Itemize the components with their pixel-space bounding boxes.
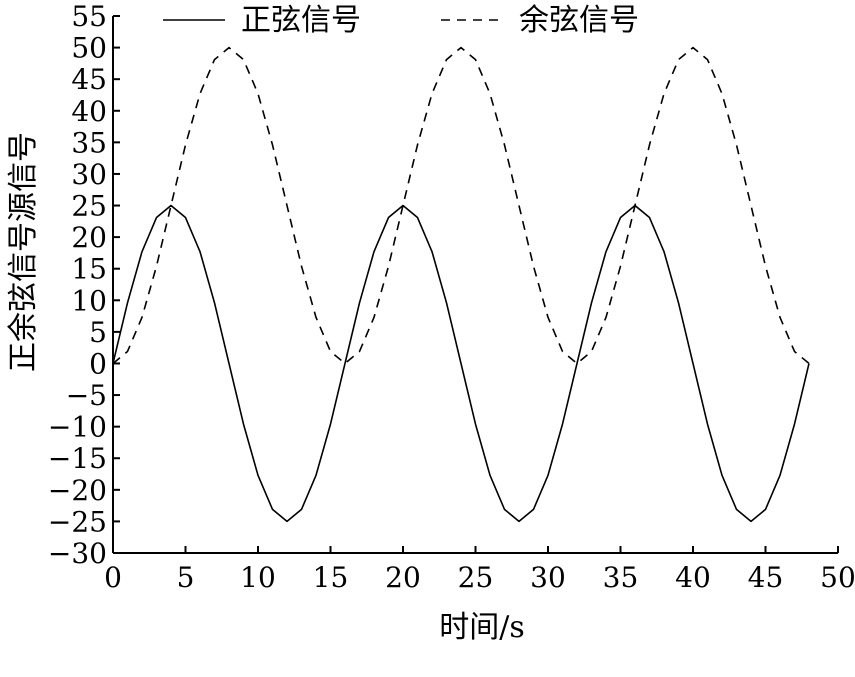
legend: 正弦信号 余弦信号 — [163, 3, 639, 38]
y-tick-label: 10 — [71, 284, 107, 317]
x-ticks: 0 5 10 15 20 25 30 35 40 45 50 — [104, 546, 855, 594]
legend-label-cosine: 余弦信号 — [519, 3, 639, 38]
x-tick-label: 25 — [458, 561, 494, 594]
y-tick-label: −15 — [48, 442, 107, 475]
y-tick-label: −30 — [48, 537, 107, 570]
legend-label-sine: 正弦信号 — [241, 3, 361, 38]
y-tick-label: 55 — [71, 0, 107, 33]
y-tick-label: 35 — [71, 126, 107, 159]
series-line-cosine — [112, 46, 810, 365]
x-tick-label: 0 — [104, 561, 122, 594]
plot-area — [112, 46, 810, 523]
x-tick-label: 20 — [385, 561, 421, 594]
x-tick-label: 30 — [530, 561, 566, 594]
y-tick-label: −10 — [48, 411, 107, 444]
x-tick-label: 40 — [675, 561, 711, 594]
y-tick-label: 25 — [71, 190, 107, 223]
y-tick-label: −5 — [66, 379, 107, 412]
series-line-sine — [112, 204, 810, 523]
x-tick-label: 35 — [603, 561, 639, 594]
y-tick-label: 40 — [71, 95, 107, 128]
y-tick-label: 5 — [89, 316, 107, 349]
x-tick-label: 15 — [313, 561, 349, 594]
y-tick-label: 15 — [71, 253, 107, 286]
y-tick-label: 50 — [71, 32, 107, 65]
y-axis-label: 正余弦信号源信号 — [6, 132, 41, 372]
x-axis-label: 时间/s — [439, 610, 525, 645]
y-tick-label: 0 — [89, 347, 107, 380]
y-tick-label: 45 — [71, 63, 107, 96]
x-tick-label: 45 — [748, 561, 784, 594]
y-tick-label: 30 — [71, 158, 107, 191]
x-tick-label: 10 — [240, 561, 276, 594]
x-tick-label: 50 — [820, 561, 855, 594]
axes — [112, 16, 838, 554]
x-tick-label: 5 — [177, 561, 195, 594]
y-tick-label: 20 — [71, 221, 107, 254]
y-tick-label: −25 — [48, 505, 107, 538]
y-tick-label: −20 — [48, 474, 107, 507]
